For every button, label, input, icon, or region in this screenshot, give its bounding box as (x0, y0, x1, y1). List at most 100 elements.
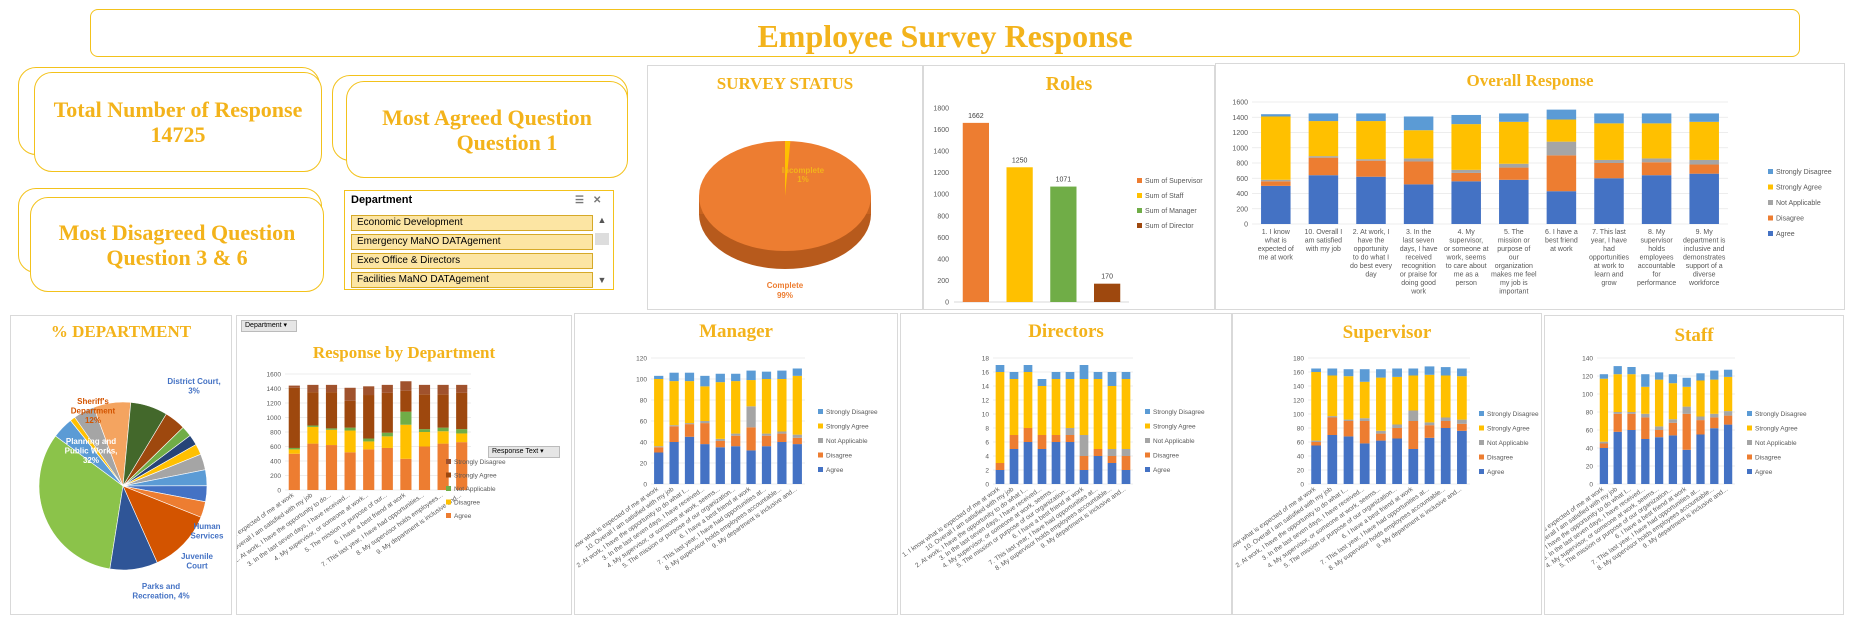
roles-title: Roles (1045, 73, 1093, 95)
y-tick-label: 10 (982, 412, 990, 419)
bar-segment (1440, 428, 1451, 484)
bar-segment (669, 442, 679, 484)
bar-segment (715, 382, 725, 439)
y-tick-label: 16 (982, 370, 990, 377)
bar-segment (381, 436, 393, 448)
legend-label: Disagree (454, 500, 480, 507)
bar-segment (654, 379, 664, 447)
y-tick-label: 120 (1582, 374, 1593, 381)
x-tick-label-line: am satisfied (1305, 238, 1342, 245)
bar-segment (1009, 435, 1019, 449)
y-tick-label: 0 (277, 488, 281, 495)
bar-segment (1440, 421, 1451, 428)
x-tick-label-line: 9. My (1696, 229, 1714, 236)
y-tick-label: 0 (945, 300, 949, 307)
department-slicer[interactable]: Department ☰ ✕ Economic Development Emer… (344, 190, 614, 290)
bar-segment (325, 384, 338, 393)
bar-segment (1359, 381, 1370, 419)
y-tick-label: 0 (1244, 222, 1248, 229)
legend-label: Sum of Supervisor (1145, 178, 1203, 185)
bar-segment (1641, 374, 1650, 387)
bar-segment (1261, 179, 1291, 182)
kpi-agreed-card: Most Agreed Question Question 1 (346, 81, 628, 178)
bar-segment (1499, 121, 1529, 164)
x-tick-label-line: 2. At work, I (1353, 229, 1390, 236)
bar-segment (1641, 158, 1672, 163)
pie-label-line: 12% (85, 416, 101, 425)
supervisor-title: Supervisor (1342, 322, 1432, 343)
manager-title: Manager (699, 321, 773, 342)
bar-segment (437, 384, 449, 395)
y-tick-label: 100 (636, 377, 647, 384)
legend-label: Not Applicable (1755, 440, 1797, 447)
bar-segment (1710, 413, 1719, 418)
pie-label-line: Sheriff's (77, 397, 109, 406)
bar-segment (654, 452, 664, 484)
x-tick-label-line: mission or (1498, 238, 1531, 245)
x-tick-label-line: learn and (1594, 272, 1623, 279)
slicer-item-exec-office[interactable]: Exec Office & Directors (351, 253, 593, 269)
multi-select-icon[interactable]: ☰ (575, 195, 584, 206)
bar-segment (418, 394, 431, 430)
bar-segment (288, 387, 300, 448)
y-tick-label: 120 (636, 356, 647, 363)
bar-segment (1343, 376, 1354, 420)
bar-segment (792, 368, 802, 376)
legend-swatch (1145, 438, 1150, 443)
bar-segment (731, 446, 741, 484)
x-tick-label-line: for (1653, 272, 1662, 279)
pie-slice (38, 435, 124, 570)
bar-segment (1451, 124, 1481, 170)
bar-segment (1093, 372, 1103, 379)
slicer-item-emergency-management[interactable]: Emergency MaNO DATAgement (351, 234, 593, 250)
bar-segment (1594, 178, 1624, 224)
legend-swatch (1747, 425, 1752, 431)
scroll-thumb[interactable] (595, 233, 609, 245)
bar-segment (684, 423, 695, 425)
bar-segment (1403, 161, 1434, 185)
pie-label-line: Public Works, (65, 447, 118, 456)
bar-segment (1308, 157, 1339, 176)
pivot-department-button[interactable]: Department ▾ (241, 320, 297, 332)
bar-segment (288, 449, 300, 454)
bar-segment (437, 431, 449, 444)
bar-segment (715, 440, 725, 448)
y-tick-label: 120 (1293, 398, 1304, 405)
y-tick-label: 600 (937, 235, 949, 242)
x-tick-label-line: received (1405, 255, 1432, 262)
bar-segment (1343, 436, 1354, 484)
bar-segment (1440, 417, 1451, 421)
x-tick-label-line: performance (1637, 280, 1676, 287)
bar-segment (1392, 368, 1402, 377)
bar-segment (1440, 375, 1451, 418)
bar-segment (1356, 176, 1386, 224)
legend-label: Agree (1776, 231, 1795, 238)
bar-segment (1546, 141, 1577, 156)
bar-segment (1723, 369, 1733, 377)
bar (1094, 283, 1121, 302)
pivot-response-button[interactable]: Response Text ▾ (488, 446, 560, 458)
bar-segment (761, 435, 772, 447)
bar-segment (1689, 121, 1719, 160)
kpi-disagreed-label: Most Disagreed Question (58, 219, 296, 245)
x-tick-label-line: purpose of (1497, 246, 1530, 253)
bar-segment (1121, 456, 1131, 470)
x-tick-label: 2. At work, I have the opportunity to do wh… (1350, 229, 1393, 279)
bar-segment (1311, 372, 1321, 441)
bar-segment (1376, 440, 1386, 484)
scroll-up-icon[interactable]: ▲ (597, 215, 607, 225)
legend-swatch (818, 438, 823, 443)
scroll-down-icon[interactable]: ▼ (597, 275, 607, 285)
bar-segment (761, 433, 772, 436)
clear-filter-icon[interactable]: ✕ (593, 195, 602, 206)
y-tick-label: 600 (270, 444, 281, 451)
slicer-item-facilities-management[interactable]: Facilities MaNO DATAgement (351, 272, 593, 288)
x-tick-label-line: work, seems (1446, 255, 1487, 262)
slicer-item-economic-development[interactable]: Economic Development (351, 215, 593, 231)
bar-segment (381, 384, 393, 393)
bar-segment (684, 424, 695, 437)
bar-segment (325, 392, 338, 429)
x-tick-label-line: day (1365, 272, 1377, 279)
